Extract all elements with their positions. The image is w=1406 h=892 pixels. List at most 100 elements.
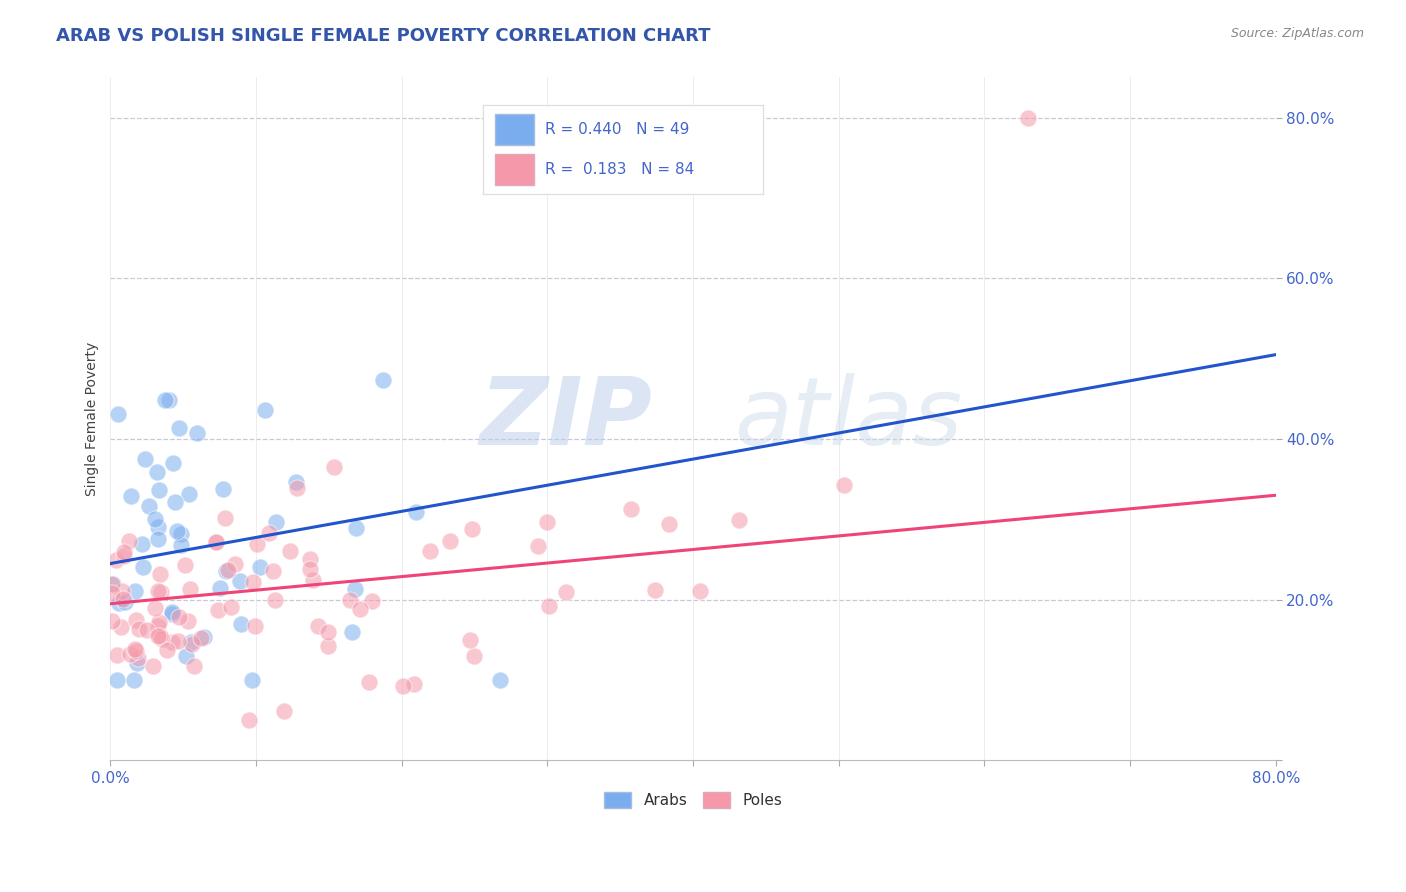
Point xyxy=(214,511,236,525)
Point xyxy=(131,537,153,551)
Point xyxy=(105,553,128,567)
Point xyxy=(101,577,124,591)
Point xyxy=(148,615,170,630)
Point xyxy=(174,558,197,573)
Point xyxy=(127,656,149,670)
Point xyxy=(162,456,184,470)
Point xyxy=(488,673,510,687)
Point xyxy=(111,583,134,598)
Point xyxy=(263,593,285,607)
Point xyxy=(273,704,295,718)
Point xyxy=(257,526,280,541)
Point xyxy=(183,659,205,673)
Point xyxy=(112,544,135,558)
Point xyxy=(146,519,169,533)
Point xyxy=(101,614,124,628)
Point xyxy=(349,602,371,616)
Point xyxy=(112,549,135,563)
Point xyxy=(340,624,363,639)
Point xyxy=(128,622,150,636)
Point xyxy=(219,600,242,615)
Point xyxy=(148,483,170,497)
Point xyxy=(316,640,339,654)
Point xyxy=(177,614,200,628)
Point xyxy=(298,562,321,576)
Point xyxy=(105,673,128,687)
Point xyxy=(150,632,173,647)
Point xyxy=(278,544,301,558)
Point xyxy=(392,679,415,693)
Point xyxy=(205,535,228,549)
Point xyxy=(205,535,228,549)
Point xyxy=(143,601,166,615)
Point xyxy=(105,648,128,663)
Point xyxy=(339,593,361,607)
Point xyxy=(359,674,381,689)
Point xyxy=(146,583,169,598)
Point xyxy=(146,619,169,633)
Point xyxy=(240,673,263,687)
Point xyxy=(245,619,267,633)
Point xyxy=(186,425,208,440)
Point xyxy=(110,620,132,634)
Point xyxy=(167,609,190,624)
Point xyxy=(266,516,288,530)
Point xyxy=(419,544,441,558)
Point xyxy=(242,575,264,590)
Point xyxy=(689,584,711,599)
Point xyxy=(150,584,173,599)
Text: atlas: atlas xyxy=(734,374,962,465)
Point xyxy=(124,642,146,657)
Point xyxy=(212,482,235,496)
Point xyxy=(160,607,183,621)
Point xyxy=(179,487,201,501)
Point xyxy=(302,574,325,588)
Text: ZIP: ZIP xyxy=(479,373,652,465)
Point xyxy=(307,619,329,633)
Point xyxy=(215,564,238,578)
Point xyxy=(217,563,239,577)
Point xyxy=(207,603,229,617)
Point xyxy=(461,523,484,537)
Point xyxy=(101,586,124,600)
Point xyxy=(229,574,252,589)
Point xyxy=(554,585,576,599)
Point xyxy=(120,489,142,503)
Point xyxy=(120,648,142,662)
Point xyxy=(285,481,308,495)
Point xyxy=(174,649,197,664)
Point xyxy=(153,392,176,407)
Point xyxy=(224,557,246,571)
Point xyxy=(526,539,548,553)
Point xyxy=(316,625,339,640)
Point xyxy=(644,582,666,597)
Text: Source: ZipAtlas.com: Source: ZipAtlas.com xyxy=(1230,27,1364,40)
Point xyxy=(160,605,183,619)
Point xyxy=(193,631,215,645)
Point xyxy=(249,560,271,574)
Point xyxy=(122,673,145,687)
Point xyxy=(107,596,129,610)
Point xyxy=(167,421,190,435)
Point xyxy=(166,633,188,648)
Y-axis label: Single Female Poverty: Single Female Poverty xyxy=(86,342,100,496)
Point xyxy=(463,649,485,664)
Point xyxy=(142,659,165,673)
Point xyxy=(536,515,558,529)
Point xyxy=(111,592,134,607)
Point xyxy=(101,576,124,591)
Point xyxy=(170,526,193,541)
Point xyxy=(163,494,186,508)
Point xyxy=(238,713,260,727)
Point xyxy=(343,582,366,596)
Point xyxy=(138,499,160,513)
Point xyxy=(162,634,184,648)
Point xyxy=(208,581,231,595)
Point xyxy=(143,512,166,526)
Point xyxy=(344,520,367,534)
Point xyxy=(136,623,159,637)
Point xyxy=(404,676,426,690)
Point xyxy=(460,632,482,647)
Point xyxy=(323,460,346,475)
Text: ARAB VS POLISH SINGLE FEMALE POVERTY CORRELATION CHART: ARAB VS POLISH SINGLE FEMALE POVERTY COR… xyxy=(56,27,711,45)
